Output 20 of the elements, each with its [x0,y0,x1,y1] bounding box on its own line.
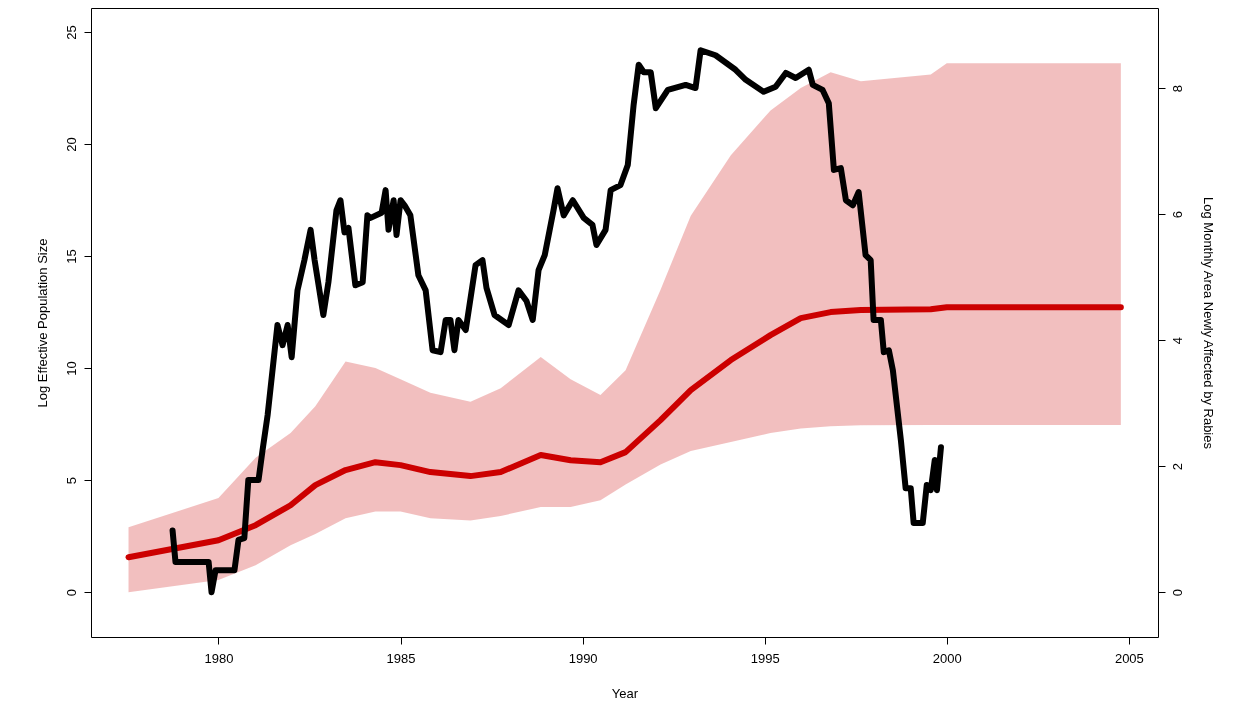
y2-tick-label: 4 [1169,337,1185,345]
y-axis-title: Log Effective Population Size [34,238,50,408]
y2-tick-label: 0 [1169,589,1185,597]
y-tick-label: 15 [63,249,79,264]
y2-axis-title: Log Monthly Area Newly Affected by Rabies [1200,197,1216,450]
y2-tick-label: 2 [1169,463,1185,471]
y-tick-label: 5 [63,477,79,485]
x-tick-label: 1980 [204,650,234,666]
y-tick-label: 0 [63,589,79,597]
x-axis-title: Year [611,685,639,701]
y2-tick-label: 6 [1169,210,1185,219]
x-tick-label: 1990 [568,650,598,666]
y2-tick-label: 8 [1169,84,1185,93]
x-tick-label: 1985 [386,650,416,666]
x-tick-label: 1995 [750,650,780,666]
x-tick-label: 2005 [1114,650,1144,666]
y-tick-label: 20 [63,137,79,152]
x-tick-label: 2000 [932,650,962,666]
y-tick-label: 25 [63,25,79,40]
y-tick-label: 10 [63,361,79,376]
